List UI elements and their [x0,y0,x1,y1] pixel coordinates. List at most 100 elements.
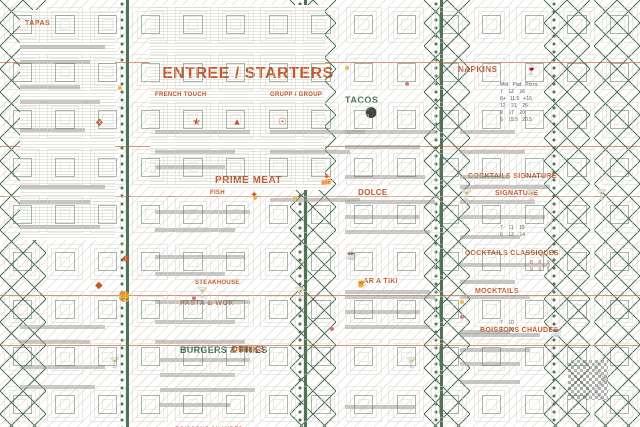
decorative-nested-square [145,114,156,125]
decorative-nested-square [401,352,412,363]
decorative-nested-square [188,257,199,268]
decorative-nested-square [486,114,497,125]
decorative-nested-square [486,304,497,315]
decorative-nested-square [188,162,199,173]
decorative-nested-square [529,162,540,173]
decorative-nested-square [188,114,199,125]
decorative-nested-square [444,304,455,315]
decorative-nested-square [401,162,412,173]
decorative-nested-square [486,162,497,173]
decorative-nested-square [444,399,455,410]
decorative-nested-square [230,67,241,78]
decorative-nested-square [358,67,369,78]
decorative-nested-square [145,67,156,78]
decorative-nested-square [17,352,28,363]
decorative-nested-square [273,304,284,315]
decorative-nested-square [529,209,540,220]
decorative-nested-square [60,209,71,220]
decorative-nested-square [572,162,583,173]
decorative-nested-square [358,352,369,363]
decorative-nested-square [614,399,625,410]
decorative-nested-square [316,209,327,220]
decorative-nested-square [358,19,369,30]
decorative-nested-square [572,304,583,315]
decorative-nested-square [401,19,412,30]
decorative-nested-square [273,209,284,220]
decorative-nested-square [401,304,412,315]
decorative-nested-square [486,209,497,220]
decorative-nested-square [316,19,327,30]
decorative-nested-square [188,67,199,78]
decorative-nested-square [486,399,497,410]
decorative-nested-square [316,114,327,125]
decorative-nested-square [401,209,412,220]
decorative-nested-square [60,399,71,410]
decorative-nested-square [316,257,327,268]
decorative-nested-square [102,67,113,78]
decorative-nested-square [529,19,540,30]
decorative-nested-square [614,114,625,125]
decorative-nested-square [529,67,540,78]
decorative-nested-square [444,114,455,125]
decorative-nested-square [145,399,156,410]
decorative-nested-square [273,19,284,30]
decorative-nested-square [17,19,28,30]
decorative-nested-square [102,19,113,30]
decorative-nested-square [102,209,113,220]
decorative-nested-square [17,162,28,173]
decorative-nested-square [230,19,241,30]
nested-square-grid [0,0,640,427]
decorative-nested-square [572,19,583,30]
decorative-nested-square [316,399,327,410]
decorative-nested-square [230,352,241,363]
decorative-nested-square [444,19,455,30]
decorative-nested-square [188,352,199,363]
decorative-nested-square [273,352,284,363]
decorative-nested-square [102,162,113,173]
decorative-nested-square [273,114,284,125]
decorative-nested-square [358,162,369,173]
decorative-nested-square [230,162,241,173]
decorative-nested-square [358,399,369,410]
decorative-nested-square [486,19,497,30]
decorative-nested-square [529,352,540,363]
decorative-nested-square [273,162,284,173]
decorative-nested-square [145,352,156,363]
decorative-nested-square [17,67,28,78]
decorative-nested-square [401,67,412,78]
decorative-nested-square [614,162,625,173]
decorative-nested-square [273,257,284,268]
decorative-nested-square [444,352,455,363]
decorative-nested-square [17,209,28,220]
decorative-nested-square [230,209,241,220]
decorative-nested-square [529,257,540,268]
decorative-nested-square [444,209,455,220]
decorative-nested-square [316,352,327,363]
decorative-nested-square [529,399,540,410]
decorative-nested-square [614,257,625,268]
decorative-nested-square [230,304,241,315]
decorative-nested-square [572,399,583,410]
decorative-nested-square [145,19,156,30]
decorative-nested-square [401,114,412,125]
decorative-nested-square [614,19,625,30]
decorative-nested-square [188,304,199,315]
decorative-nested-square [316,162,327,173]
decorative-nested-square [102,304,113,315]
decorative-nested-square [614,352,625,363]
decorative-nested-square [444,67,455,78]
decorative-nested-square [17,257,28,268]
decorative-nested-square [358,209,369,220]
decorative-nested-square [273,399,284,410]
decorative-nested-square [60,352,71,363]
decorative-nested-square [145,257,156,268]
decorative-nested-square [230,114,241,125]
decorative-nested-square [614,304,625,315]
decorative-nested-square [444,162,455,173]
decorative-nested-square [572,67,583,78]
decorative-nested-square [572,114,583,125]
decorative-nested-square [230,399,241,410]
decorative-nested-square [401,399,412,410]
decorative-nested-square [572,209,583,220]
decorative-nested-square [316,304,327,315]
